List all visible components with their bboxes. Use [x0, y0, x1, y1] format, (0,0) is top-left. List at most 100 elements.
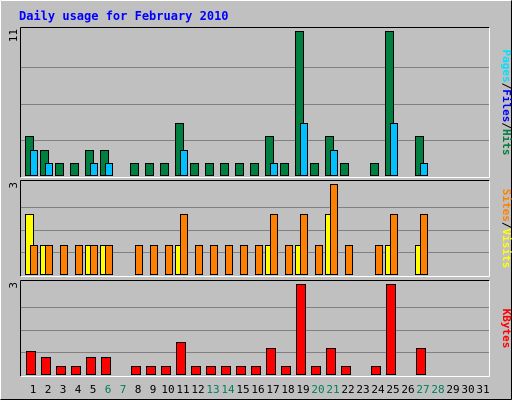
bar-sites-day-13 [210, 245, 218, 275]
day-label-29: 29 [446, 383, 459, 396]
bar-hits-day-11 [175, 123, 184, 176]
bar-sites-day-8 [135, 245, 143, 275]
y-axis-max-label: 11 [7, 29, 20, 42]
day-label-15: 15 [236, 383, 249, 396]
bar-kbytes-day-20 [311, 366, 321, 375]
bar-hits-day-9 [145, 163, 154, 176]
bar-visits-day-1 [25, 214, 34, 275]
legend-item: Files [500, 89, 512, 122]
bar-kbytes-day-24 [371, 366, 381, 375]
day-label-27: 27 [416, 383, 429, 396]
day-label-22: 22 [341, 383, 354, 396]
day-label-8: 8 [135, 383, 142, 396]
bar-sites-day-27 [420, 214, 428, 275]
bar-sites-day-24 [375, 245, 383, 275]
day-label-26: 26 [401, 383, 414, 396]
bar-kbytes-day-11 [176, 342, 186, 375]
bar-sites-day-14 [225, 245, 233, 275]
y-axis-max-label: 3 [7, 282, 20, 289]
bar-kbytes-day-9 [146, 366, 156, 375]
bar-kbytes-day-5 [86, 357, 96, 375]
bar-files-day-21 [330, 150, 338, 176]
bar-files-day-19 [300, 123, 308, 176]
bar-sites-day-4 [75, 245, 83, 275]
bar-sites-day-9 [150, 245, 158, 275]
plot-area [20, 27, 490, 178]
bar-hits-day-14 [220, 163, 229, 176]
bar-files-day-17 [270, 163, 278, 176]
day-label-14: 14 [221, 383, 235, 396]
bar-files-day-25 [390, 123, 398, 176]
panel-kbytes: 3 KBytes [7, 280, 512, 377]
bar-sites-day-20 [315, 245, 323, 275]
legend-item: / [500, 222, 512, 229]
bar-sites-day-6 [105, 245, 113, 275]
bar-hits-day-27 [415, 136, 424, 176]
bar-kbytes-day-2 [41, 357, 51, 375]
bar-hits-day-4 [70, 163, 79, 176]
legend-item: Pages [500, 50, 512, 83]
bar-sites-day-10 [165, 245, 173, 275]
bar-kbytes-day-22 [341, 366, 351, 375]
bar-sites-day-12 [195, 245, 203, 275]
legend-item: Hits [500, 129, 512, 156]
legend-kbytes: KBytes [500, 309, 512, 349]
bar-kbytes-day-1 [26, 351, 36, 375]
bar-kbytes-day-18 [281, 366, 291, 375]
bar-kbytes-day-15 [236, 366, 246, 375]
day-label-23: 23 [356, 383, 369, 396]
legend-item: / [500, 122, 512, 129]
day-label-31: 31 [476, 383, 489, 396]
bar-kbytes-day-4 [71, 366, 81, 375]
day-label-6: 6 [105, 383, 112, 396]
day-label-2: 2 [45, 383, 52, 396]
bar-kbytes-day-16 [251, 366, 261, 375]
bar-hits-day-18 [280, 163, 289, 176]
bar-kbytes-day-21 [326, 348, 336, 375]
day-labels: 1 2 3 4 5 6 7 8 9 10 11 12 13 14 15 16 17 18 19 20 21 22 23 24 2… [30, 383, 490, 396]
bar-sites-day-19 [300, 214, 308, 275]
bar-sites-day-22 [345, 245, 353, 275]
bar-files-day-1 [30, 150, 38, 176]
bar-sites-day-11 [180, 214, 188, 275]
legend-item: Visits [500, 229, 512, 269]
day-label-10: 10 [161, 383, 174, 396]
bar-kbytes-day-19 [296, 284, 306, 375]
bar-kbytes-day-3 [56, 366, 66, 375]
bar-files-day-27 [420, 163, 428, 176]
day-label-19: 19 [296, 383, 309, 396]
legend-visits-sites: Sites/Visits [500, 189, 512, 269]
bar-hits-day-16 [250, 163, 259, 176]
bar-kbytes-day-6 [101, 357, 111, 375]
day-label-13: 13 [206, 383, 219, 396]
bar-hits-day-25 [385, 31, 394, 176]
bar-sites-day-25 [390, 214, 398, 275]
bar-hits-day-17 [265, 136, 274, 176]
day-label-11: 11 [176, 383, 189, 396]
day-label-7: 7 [120, 383, 127, 396]
bar-files-day-6 [105, 163, 113, 176]
bar-kbytes-day-14 [221, 366, 231, 375]
day-label-24: 24 [371, 383, 385, 396]
day-label-5: 5 [90, 383, 97, 396]
bar-kbytes-day-10 [161, 366, 171, 375]
day-label-30: 30 [461, 383, 474, 396]
panel-visits-sites: 3 Sites/Visits [7, 180, 512, 277]
bar-sites-day-3 [60, 245, 68, 275]
day-label-25: 25 [386, 383, 399, 396]
day-label-16: 16 [251, 383, 264, 396]
bar-kbytes-day-12 [191, 366, 201, 375]
bar-sites-day-18 [285, 245, 293, 275]
day-label-18: 18 [281, 383, 294, 396]
bar-hits-day-20 [310, 163, 319, 176]
day-label-3: 3 [60, 383, 67, 396]
bar-kbytes-day-13 [206, 366, 216, 375]
bar-hits-day-15 [235, 163, 244, 176]
day-label-17: 17 [266, 383, 279, 396]
bar-hits-day-22 [340, 163, 349, 176]
bar-kbytes-day-27 [416, 348, 426, 375]
legend-item: Sites [500, 189, 512, 222]
